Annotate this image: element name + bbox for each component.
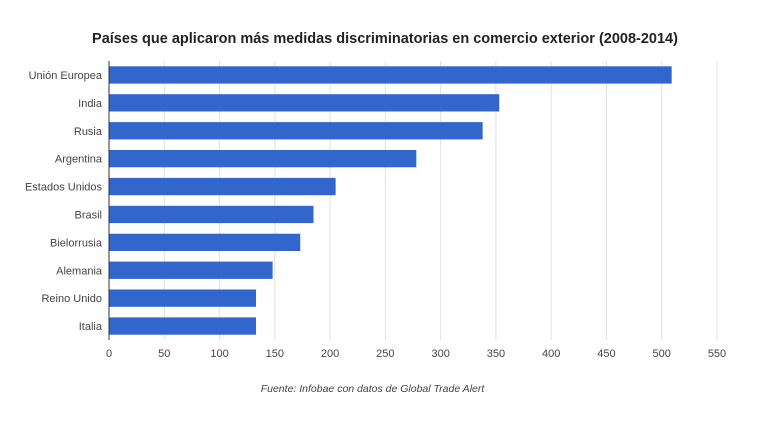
- category-label: Rusia: [74, 126, 103, 138]
- source-note: Fuente: Infobae con datos de Global Trad…: [260, 383, 485, 395]
- bar: [109, 233, 301, 251]
- x-tick-label: 0: [106, 348, 112, 360]
- category-label: Alemania: [56, 265, 103, 277]
- x-tick-label: 400: [542, 348, 560, 360]
- x-axis: 0 50 100 150 200 250 300 350 400 450 500 550: [106, 61, 726, 360]
- category-label: India: [78, 98, 103, 110]
- category-labels: Unión Europea India Rusia Argentina Estados …: [25, 70, 103, 333]
- category-label: Estados Unidos: [25, 182, 103, 194]
- bar: [109, 289, 257, 307]
- category-label: Brasil: [74, 209, 102, 221]
- x-tick-label: 100: [210, 348, 228, 360]
- x-tick-label: 150: [266, 348, 284, 360]
- bar: [109, 150, 417, 168]
- grid-lines: [163, 61, 718, 340]
- x-tick-label: 250: [376, 348, 394, 360]
- bar: [109, 122, 483, 140]
- x-tick-label: 300: [431, 348, 449, 360]
- x-tick-label: 350: [487, 348, 505, 360]
- category-label: Unión Europea: [29, 70, 103, 82]
- x-tick-label: 500: [653, 348, 671, 360]
- x-tick-label: 550: [708, 348, 726, 360]
- bar: [109, 205, 314, 224]
- category-label: Reino Unido: [41, 293, 102, 305]
- bar: [109, 261, 273, 279]
- bar: [109, 66, 672, 84]
- x-tick-label: 450: [597, 348, 615, 360]
- bar: [109, 177, 336, 196]
- category-label: Italia: [79, 321, 103, 333]
- chart-title: Países que aplicaron más medidas discrim…: [92, 31, 678, 47]
- category-label: Argentina: [55, 154, 103, 166]
- category-label: Bielorrusia: [50, 237, 103, 249]
- bar: [109, 94, 500, 112]
- x-tick-label: 200: [321, 348, 339, 360]
- bar-series: [109, 66, 672, 335]
- bar: [109, 317, 257, 335]
- x-tick-label: 50: [158, 348, 170, 360]
